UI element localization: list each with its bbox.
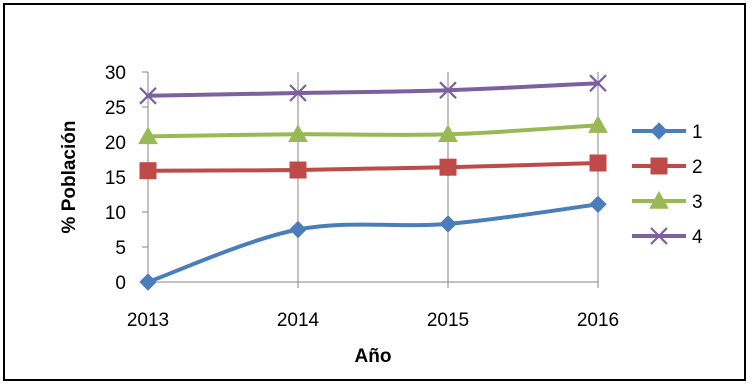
legend-swatch-marker xyxy=(650,157,668,175)
y-tick-label: 20 xyxy=(105,133,126,154)
y-tick-label: 25 xyxy=(105,98,126,119)
data-point-series-1 xyxy=(289,220,307,239)
legend-item-1: 1 xyxy=(632,122,703,143)
series-4 xyxy=(139,74,607,105)
legend-item-3: 3 xyxy=(632,190,703,213)
series-line-3 xyxy=(146,123,600,139)
grid-layer xyxy=(147,72,599,282)
y-tick-label: 5 xyxy=(115,238,126,259)
data-point-series-3 xyxy=(588,115,608,133)
series-3 xyxy=(138,115,608,145)
data-point-series-4 xyxy=(589,74,607,92)
data-point-series-4 xyxy=(439,81,457,99)
y-axis-title: % Población xyxy=(59,121,80,234)
legend-label: 4 xyxy=(692,227,703,248)
data-point-series-3 xyxy=(138,126,158,145)
x-axis-title: Año xyxy=(355,346,392,367)
x-tick-label: 2016 xyxy=(577,310,619,331)
chart-frame xyxy=(3,3,746,381)
legend-item-2: 2 xyxy=(632,157,703,178)
y-tick-label: 30 xyxy=(105,63,126,84)
legend-label: 1 xyxy=(692,122,703,143)
legend-swatch-marker xyxy=(649,190,669,209)
x-tick-label: 2013 xyxy=(127,310,169,331)
series-2 xyxy=(139,154,607,180)
data-point-series-2 xyxy=(589,154,607,172)
y-tick-label: 10 xyxy=(105,203,126,224)
series-line-4 xyxy=(146,81,600,98)
series-layer xyxy=(138,74,608,291)
data-point-series-1 xyxy=(589,195,607,214)
y-tick-label: 15 xyxy=(105,168,126,189)
legend-layer: 1 2 3 4 xyxy=(632,122,703,248)
data-point-series-2 xyxy=(289,161,307,179)
y-tick-label: 0 xyxy=(115,273,126,294)
data-point-series-2 xyxy=(439,158,457,176)
legend-swatch-marker xyxy=(650,227,668,245)
series-1 xyxy=(139,195,607,291)
axis-layer: 0 5 10 15 20 25 30 2013 2014 2015 2016 xyxy=(105,63,619,331)
series-line-1 xyxy=(146,202,600,284)
legend-item-4: 4 xyxy=(632,227,703,248)
x-tick-label: 2014 xyxy=(277,310,320,331)
legend-swatch-marker xyxy=(650,122,668,140)
legend-label: 3 xyxy=(692,192,703,213)
data-point-series-3 xyxy=(288,124,308,142)
data-point-series-1 xyxy=(139,273,157,291)
legend-label: 2 xyxy=(692,157,703,178)
x-tick-label: 2015 xyxy=(427,310,469,331)
data-point-series-4 xyxy=(139,87,157,105)
data-point-series-2 xyxy=(139,162,157,180)
series-line-2 xyxy=(146,161,600,173)
data-point-series-3 xyxy=(438,124,458,142)
data-point-series-4 xyxy=(289,84,307,102)
data-point-series-1 xyxy=(439,215,457,233)
